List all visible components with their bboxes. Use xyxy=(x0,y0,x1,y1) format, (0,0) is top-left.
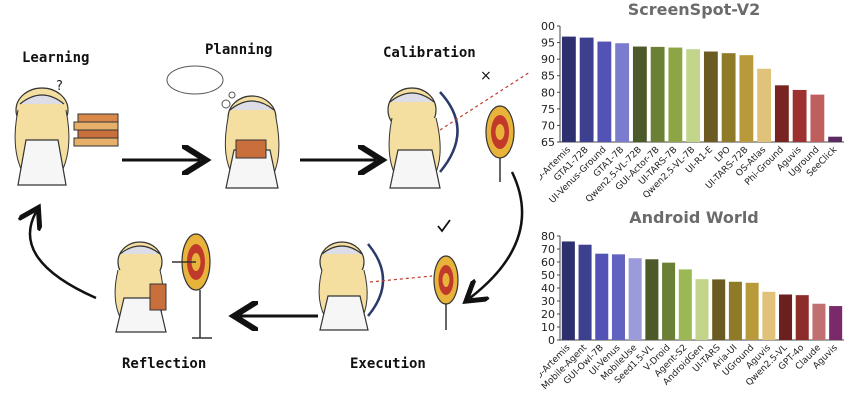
planning-character xyxy=(166,65,280,189)
bar xyxy=(812,303,826,340)
y-tick-label: 20 xyxy=(541,308,555,321)
bar xyxy=(757,68,772,142)
y-tick-label: 30 xyxy=(541,295,555,308)
bar xyxy=(561,36,576,142)
bar xyxy=(595,253,609,340)
bar xyxy=(645,259,659,340)
chart-svg: 01020304050607080D-ArtemisMobile-AgentGU… xyxy=(540,230,844,392)
y-tick-label: 85 xyxy=(541,70,555,83)
svg-text:?: ? xyxy=(56,79,63,94)
execution-character xyxy=(318,219,459,331)
bar xyxy=(678,269,692,340)
agent-cycle-illustration: Learning Planning Calibration Execution … xyxy=(14,42,531,372)
chart-screenspot-v2: ScreenSpot-V2 65707580859095100D-Artemis… xyxy=(540,0,848,205)
chart-android-world: Android World 0 10 20 30 40 50 60 70 80 D-Artemis… xyxy=(540,205,848,405)
stage-label-learning: Learning xyxy=(22,50,90,66)
learning-character: ? xyxy=(14,79,119,186)
bar xyxy=(686,49,701,143)
bar xyxy=(721,53,736,143)
y-tick-label: 70 xyxy=(541,243,555,256)
bar xyxy=(650,46,665,142)
y-tick-label: 0 xyxy=(548,334,555,347)
bar xyxy=(628,258,642,340)
y-tick-label: 50 xyxy=(541,269,555,282)
bar xyxy=(668,47,683,142)
bar xyxy=(632,46,647,142)
bar xyxy=(561,241,575,340)
bar xyxy=(615,43,630,142)
bar xyxy=(578,244,592,340)
stage-label-execution: Execution xyxy=(350,356,426,372)
y-tick-label: 90 xyxy=(541,53,555,66)
y-tick-label: 60 xyxy=(541,256,555,269)
chart-svg: 65707580859095100D-ArtemisGTA1-72BUI-Ven… xyxy=(540,20,844,205)
bar xyxy=(810,94,825,142)
calibration-character: × xyxy=(387,68,531,189)
svg-text:×: × xyxy=(480,68,492,84)
y-tick-label: 10 xyxy=(541,321,555,334)
y-tick-label: 65 xyxy=(541,136,555,149)
y-tick-label: 95 xyxy=(541,37,555,50)
y-tick-label: 70 xyxy=(541,119,555,132)
y-tick-label: 80 xyxy=(541,86,555,99)
bar xyxy=(728,281,742,340)
bar xyxy=(762,291,776,340)
stage-label-planning: Planning xyxy=(205,42,273,58)
bar xyxy=(597,41,612,142)
bar xyxy=(703,51,718,142)
bar xyxy=(579,37,594,142)
bar xyxy=(828,136,843,142)
bar xyxy=(611,254,625,340)
illustration-drawing: ? xyxy=(14,65,531,339)
chart-title: Android World xyxy=(629,208,759,227)
stage-label-calibration: Calibration xyxy=(383,45,476,61)
bar xyxy=(795,295,809,340)
reflection-character xyxy=(114,233,212,339)
cycle-arrows xyxy=(30,160,524,316)
bar xyxy=(712,279,726,340)
bar xyxy=(792,89,807,142)
bar xyxy=(662,262,676,340)
y-tick-label: 100 xyxy=(540,20,555,33)
stage-label-reflection: Reflection xyxy=(122,356,207,372)
bar xyxy=(779,294,793,340)
bar xyxy=(829,306,843,340)
bar xyxy=(745,282,759,340)
y-tick-label: 80 xyxy=(541,230,555,243)
bar xyxy=(695,279,709,340)
chart-title: ScreenSpot-V2 xyxy=(627,0,761,19)
y-tick-label: 75 xyxy=(541,103,555,116)
bar xyxy=(774,85,789,142)
bar xyxy=(739,55,754,143)
y-tick-label: 40 xyxy=(541,282,555,295)
